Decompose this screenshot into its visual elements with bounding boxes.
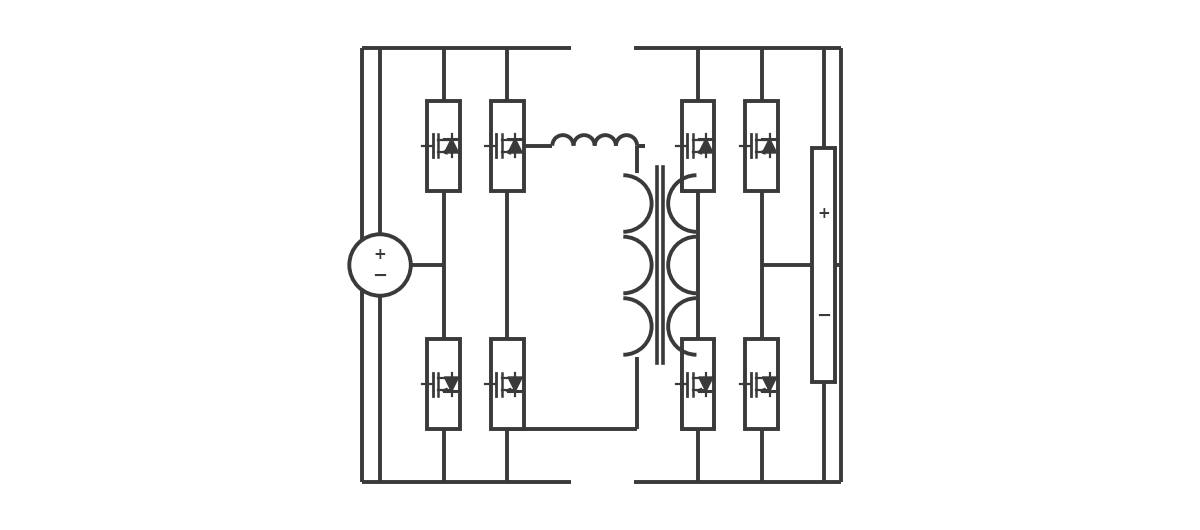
- Bar: [682, 101, 714, 191]
- Polygon shape: [508, 377, 522, 392]
- Polygon shape: [698, 377, 713, 392]
- Text: −: −: [372, 267, 388, 285]
- Text: −: −: [816, 307, 832, 325]
- Polygon shape: [762, 138, 776, 153]
- Bar: [745, 101, 778, 191]
- Bar: [491, 101, 523, 191]
- Bar: [427, 339, 460, 429]
- Bar: [745, 339, 778, 429]
- Bar: [812, 148, 835, 382]
- Polygon shape: [444, 138, 458, 153]
- Polygon shape: [762, 377, 776, 392]
- Bar: [682, 339, 714, 429]
- Polygon shape: [508, 138, 522, 153]
- Text: +: +: [817, 206, 830, 221]
- Polygon shape: [444, 377, 458, 392]
- Circle shape: [349, 234, 410, 296]
- Bar: [427, 101, 460, 191]
- Polygon shape: [698, 138, 713, 153]
- Text: +: +: [373, 247, 386, 262]
- Bar: [491, 339, 523, 429]
